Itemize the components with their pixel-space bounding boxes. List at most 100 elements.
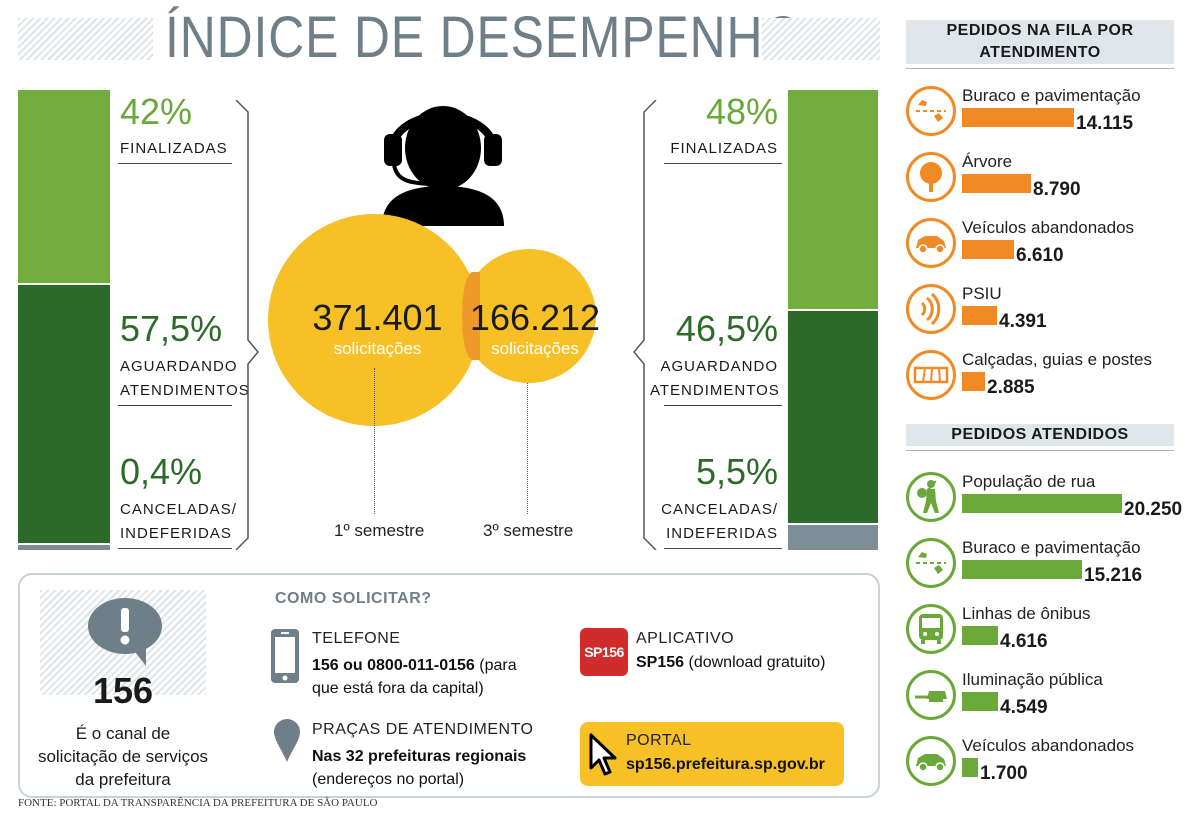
served-heading-rule bbox=[906, 450, 1174, 451]
right-canceladas-pct: 5,5% bbox=[695, 451, 778, 492]
right-bar-aguardando bbox=[788, 311, 878, 523]
places-text: Nas 32 prefeituras regionais (endereços … bbox=[312, 745, 526, 791]
sound-waves-icon bbox=[906, 284, 956, 334]
served-item-label: Buraco e pavimentação bbox=[962, 538, 1141, 557]
channel-description: É o canal de solicitação de serviços da … bbox=[30, 722, 216, 791]
right-canceladas-label-2: INDEFERIDAS bbox=[666, 525, 778, 542]
source-note: FONTE: PORTAL DA TRANSPARÊNCIA DA PREFEI… bbox=[18, 797, 378, 809]
second-semester-label: 3º semestre bbox=[483, 521, 574, 540]
tree-icon bbox=[906, 152, 956, 202]
portal-box[interactable] bbox=[580, 722, 844, 786]
page-title: ÍNDICE DE DESEMPENHO bbox=[165, 5, 804, 70]
queue-item-label: Buraco e pavimentação bbox=[962, 86, 1141, 105]
pothole-icon bbox=[906, 86, 956, 136]
right-canceladas-label-1: CANCELADAS/ bbox=[661, 501, 778, 518]
first-semester-leader bbox=[374, 368, 375, 514]
how-to-request-box bbox=[18, 573, 880, 798]
queue-item-label: PSIU bbox=[962, 284, 1002, 303]
queue-heading-rule bbox=[906, 68, 1174, 69]
logo-num: 156 bbox=[601, 644, 624, 660]
street-light-icon bbox=[906, 670, 956, 720]
sp156-app-logo: SP 156 bbox=[580, 628, 628, 676]
channel-desc-line-2: solicitação de serviços bbox=[37, 747, 209, 766]
left-bracket bbox=[235, 100, 259, 550]
sidewalk-icon bbox=[906, 350, 956, 400]
left-bar-finalizadas bbox=[18, 90, 110, 283]
bus-icon bbox=[906, 604, 956, 654]
left-finalizadas-label: FINALIZADAS bbox=[120, 140, 228, 157]
queue-item-bar bbox=[962, 306, 997, 325]
served-item-bar bbox=[962, 758, 978, 777]
left-aguardando-label-2: ATENDIMENTOS bbox=[120, 382, 250, 399]
phone-text: 156 ou 0800-011-0156 (para que está fora… bbox=[312, 654, 517, 700]
phone-icon bbox=[271, 629, 299, 683]
second-semester-leader bbox=[527, 383, 528, 514]
served-item-label: Iluminação pública bbox=[962, 670, 1103, 689]
served-item-value: 4.616 bbox=[1000, 631, 1048, 652]
queue-heading: PEDIDOS NA FILA POR ATENDIMENTO bbox=[906, 20, 1174, 64]
served-item-value: 20.250 bbox=[1124, 499, 1183, 520]
queue-item-value: 8.790 bbox=[1033, 179, 1081, 200]
right-finalizadas-label: FINALIZADAS bbox=[670, 140, 778, 157]
second-semester-number: 166.212 bbox=[469, 297, 601, 338]
queue-item-bar bbox=[962, 240, 1014, 259]
left-canceladas-label-2: INDEFERIDAS bbox=[120, 525, 232, 542]
queue-item-bar bbox=[962, 174, 1031, 193]
headset-person-icon bbox=[382, 106, 504, 226]
right-bracket bbox=[633, 100, 657, 550]
right-bar-finalizadas bbox=[788, 90, 878, 309]
channel-number: 156 bbox=[92, 670, 154, 711]
left-aguardando-label-1: AGUARDANDO bbox=[120, 358, 238, 375]
first-semester-unit: solicitações bbox=[333, 339, 422, 358]
cursor-arrow-icon bbox=[589, 733, 617, 776]
served-item-label: Veículos abandonados bbox=[962, 736, 1135, 755]
served-item-bar bbox=[962, 560, 1082, 579]
circle-overlap bbox=[462, 272, 480, 360]
queue-heading-line-2: ATENDIMENTO bbox=[979, 44, 1101, 61]
first-semester-number: 371.401 bbox=[312, 297, 443, 338]
second-semester-unit: solicitações bbox=[491, 339, 579, 358]
app-name: SP156 bbox=[636, 654, 685, 671]
title-stripes-right bbox=[762, 18, 880, 60]
homeless-person-icon bbox=[906, 472, 956, 522]
first-semester-label: 1º semestre bbox=[334, 521, 425, 540]
right-finalizadas-pct: 48% bbox=[705, 91, 778, 132]
phone-numbers: 156 ou 0800-011-0156 bbox=[312, 657, 475, 674]
served-item-label: População de rua bbox=[962, 472, 1096, 491]
portal-title: PORTAL bbox=[626, 732, 692, 749]
right-aguardando-label-2: ATENDIMENTOS bbox=[650, 382, 780, 399]
places-title: PRAÇAS DE ATENDIMENTO bbox=[312, 721, 534, 738]
queue-item-label: Calçadas, guias e postes bbox=[962, 350, 1152, 369]
queue-item-value: 4.391 bbox=[999, 311, 1047, 332]
right-bar-canceladas bbox=[788, 525, 878, 550]
how-heading: COMO SOLICITAR? bbox=[275, 590, 432, 607]
left-rule-3 bbox=[118, 548, 232, 549]
served-item-value: 4.549 bbox=[1000, 697, 1048, 718]
queue-item-value: 14.115 bbox=[1076, 113, 1134, 134]
pothole-icon bbox=[906, 538, 956, 588]
right-rule-3 bbox=[664, 548, 782, 549]
phone-rest-2: que está fora da capital) bbox=[312, 680, 484, 697]
car-icon bbox=[906, 218, 956, 268]
left-bar-canceladas bbox=[18, 545, 110, 550]
left-canceladas-pct: 0,4% bbox=[120, 451, 203, 492]
right-aguardando-label-1: AGUARDANDO bbox=[660, 358, 778, 375]
left-finalizadas-pct: 42% bbox=[120, 91, 193, 132]
served-item-label: Linhas de ônibus bbox=[962, 604, 1091, 623]
left-aguardando-pct: 57,5% bbox=[120, 308, 223, 349]
queue-item-value: 6.610 bbox=[1016, 245, 1064, 266]
queue-item-bar bbox=[962, 108, 1074, 127]
right-rule-1 bbox=[664, 163, 782, 164]
circle-second-semester bbox=[462, 249, 596, 383]
served-item-value: 15.216 bbox=[1084, 565, 1143, 586]
places-rest: (endereços no portal) bbox=[312, 771, 465, 788]
places-bold: Nas 32 prefeituras regionais bbox=[312, 748, 527, 765]
left-canceladas-label-1: CANCELADAS/ bbox=[120, 501, 237, 518]
portal-url[interactable]: sp156.prefeitura.sp.gov.br bbox=[626, 756, 825, 773]
served-heading: PEDIDOS ATENDIDOS bbox=[906, 424, 1174, 446]
served-item-bar bbox=[962, 494, 1122, 513]
served-item-bar bbox=[962, 626, 998, 645]
queue-item-label: Veículos abandonados bbox=[962, 218, 1135, 237]
logo-sp: SP bbox=[584, 644, 602, 660]
channel-desc-line-1: É o canal de bbox=[75, 724, 171, 743]
